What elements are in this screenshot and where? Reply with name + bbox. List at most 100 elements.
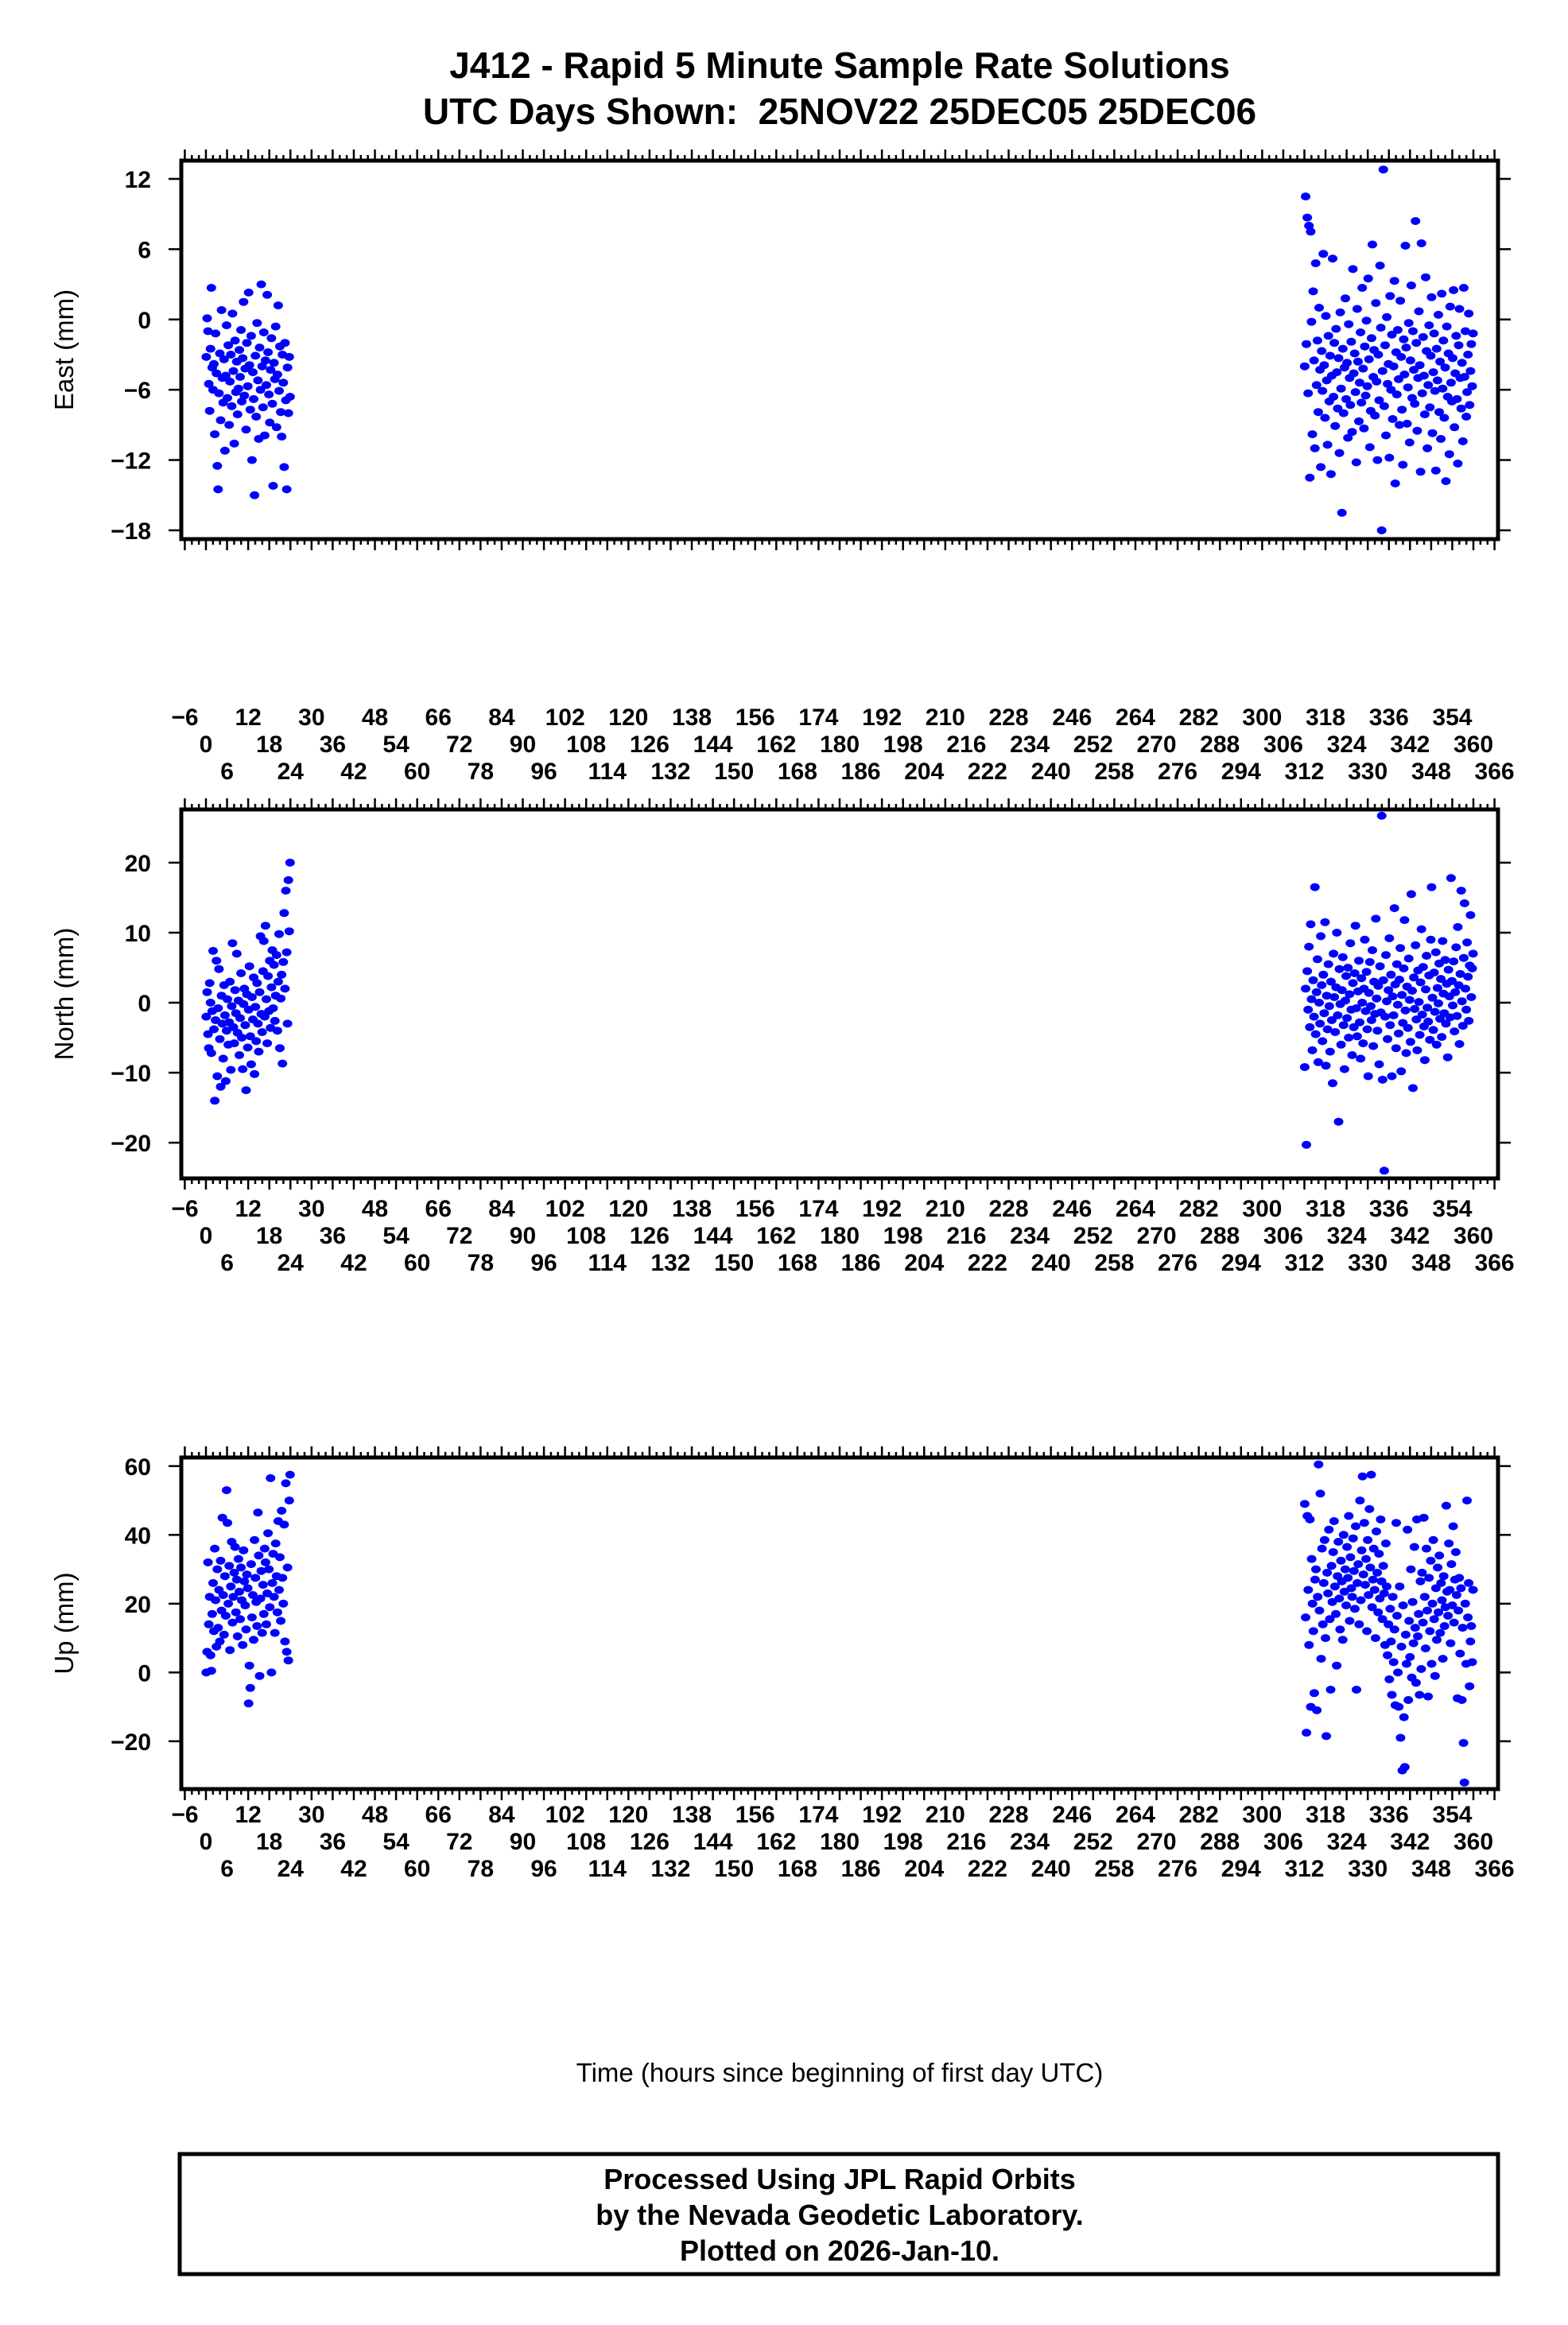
- data-point: [1345, 990, 1355, 999]
- data-point: [1441, 477, 1451, 486]
- x-tick-label: 216: [946, 732, 986, 758]
- data-point: [242, 339, 252, 347]
- data-point: [1409, 973, 1419, 982]
- data-point: [1394, 375, 1403, 383]
- data-point: [215, 1637, 225, 1646]
- y-tick-label: 20: [125, 851, 151, 877]
- data-point: [281, 485, 292, 494]
- data-point: [1399, 1713, 1409, 1721]
- data-point: [1374, 396, 1384, 405]
- data-point: [1426, 1659, 1437, 1668]
- x-tick-label: −6: [171, 704, 198, 731]
- data-point: [235, 1014, 245, 1023]
- data-point: [1382, 312, 1392, 321]
- data-point: [1307, 1599, 1318, 1608]
- data-point: [1438, 336, 1449, 345]
- data-point: [1309, 1689, 1319, 1698]
- data-point: [1329, 949, 1339, 958]
- data-point: [243, 1043, 253, 1052]
- data-point: [1365, 1002, 1376, 1011]
- data-point: [260, 922, 270, 930]
- data-point: [1312, 955, 1322, 964]
- data-point: [1336, 1040, 1346, 1049]
- data-point: [1322, 1025, 1333, 1034]
- x-tick-label: 30: [298, 1802, 324, 1828]
- x-tick-label: 36: [320, 732, 346, 758]
- data-point: [1361, 968, 1372, 976]
- data-point: [1379, 1166, 1389, 1175]
- data-point: [1305, 1515, 1315, 1523]
- x-tick-label: 234: [1010, 732, 1050, 758]
- data-point: [1373, 981, 1384, 990]
- data-point: [1367, 1603, 1377, 1612]
- data-point: [1406, 1565, 1416, 1574]
- x-tick-label: 42: [340, 1856, 367, 1882]
- data-point: [1449, 957, 1459, 966]
- data-point: [1401, 1049, 1411, 1058]
- data-point: [1442, 1053, 1453, 1062]
- data-point: [1355, 378, 1364, 387]
- data-point: [285, 1470, 295, 1479]
- data-point: [1318, 970, 1329, 979]
- x-tick-label: 342: [1390, 1829, 1430, 1855]
- data-point: [215, 1556, 226, 1565]
- data-point: [1376, 526, 1387, 534]
- data-point: [260, 356, 270, 365]
- x-tick-label: 234: [1010, 1829, 1050, 1855]
- data-point: [1328, 1079, 1337, 1088]
- data-point: [210, 1544, 220, 1553]
- data-point: [237, 1034, 247, 1042]
- data-point: [1382, 1582, 1391, 1591]
- data-point: [229, 1039, 239, 1048]
- x-tick-label: 222: [968, 1250, 1007, 1276]
- x-tick-label: 108: [566, 1829, 606, 1855]
- data-point: [244, 361, 254, 370]
- x-tick-label: 336: [1369, 704, 1409, 731]
- data-point: [1364, 1591, 1374, 1599]
- data-point: [1303, 1005, 1314, 1014]
- data-point: [1435, 1628, 1446, 1637]
- x-tick-label: 246: [1052, 704, 1092, 731]
- data-point: [1455, 1649, 1465, 1658]
- data-point: [250, 491, 260, 499]
- data-point: [277, 433, 287, 441]
- x-tick-label: 252: [1073, 732, 1113, 758]
- data-point: [245, 1032, 255, 1041]
- data-point: [1386, 386, 1396, 394]
- data-point: [1337, 508, 1347, 517]
- data-point: [252, 1622, 262, 1630]
- data-point: [223, 995, 232, 1003]
- data-point: [277, 970, 287, 979]
- data-point: [272, 1608, 282, 1617]
- data-point: [1419, 1593, 1430, 1601]
- x-tick-label: 228: [989, 704, 1029, 731]
- data-point: [1326, 1016, 1337, 1024]
- x-tick-label: 336: [1369, 1802, 1409, 1828]
- data-point: [1313, 1593, 1323, 1601]
- data-point: [1364, 1504, 1375, 1513]
- data-point: [1464, 309, 1474, 318]
- x-tick-label: 12: [235, 1196, 261, 1222]
- x-tick-label: 42: [340, 759, 367, 785]
- data-point: [1437, 1033, 1447, 1042]
- data-point: [276, 408, 286, 417]
- data-point: [1399, 1763, 1410, 1772]
- x-tick-label: 240: [1031, 1856, 1071, 1882]
- data-point: [1305, 1023, 1315, 1031]
- data-point: [1437, 289, 1447, 298]
- data-point: [1450, 1548, 1461, 1556]
- panel-north: −606121824303642485460667278849096102108…: [49, 798, 1515, 1276]
- data-point: [1380, 341, 1390, 350]
- data-point: [1460, 1599, 1470, 1608]
- data-point: [1356, 1596, 1366, 1605]
- y-tick-label: 0: [138, 1660, 151, 1686]
- data-point: [1372, 456, 1383, 464]
- x-tick-label: 312: [1284, 1856, 1324, 1882]
- series-25DEC05-25DEC06: [1299, 811, 1478, 1175]
- footer-line-2: by the Nevada Geodetic Laboratory.: [596, 2199, 1084, 2231]
- data-point: [1430, 1671, 1440, 1680]
- x-tick-label: 144: [693, 1223, 733, 1249]
- x-tick-label: 0: [200, 1223, 213, 1249]
- data-point: [1398, 1601, 1408, 1609]
- data-point: [1457, 1624, 1468, 1632]
